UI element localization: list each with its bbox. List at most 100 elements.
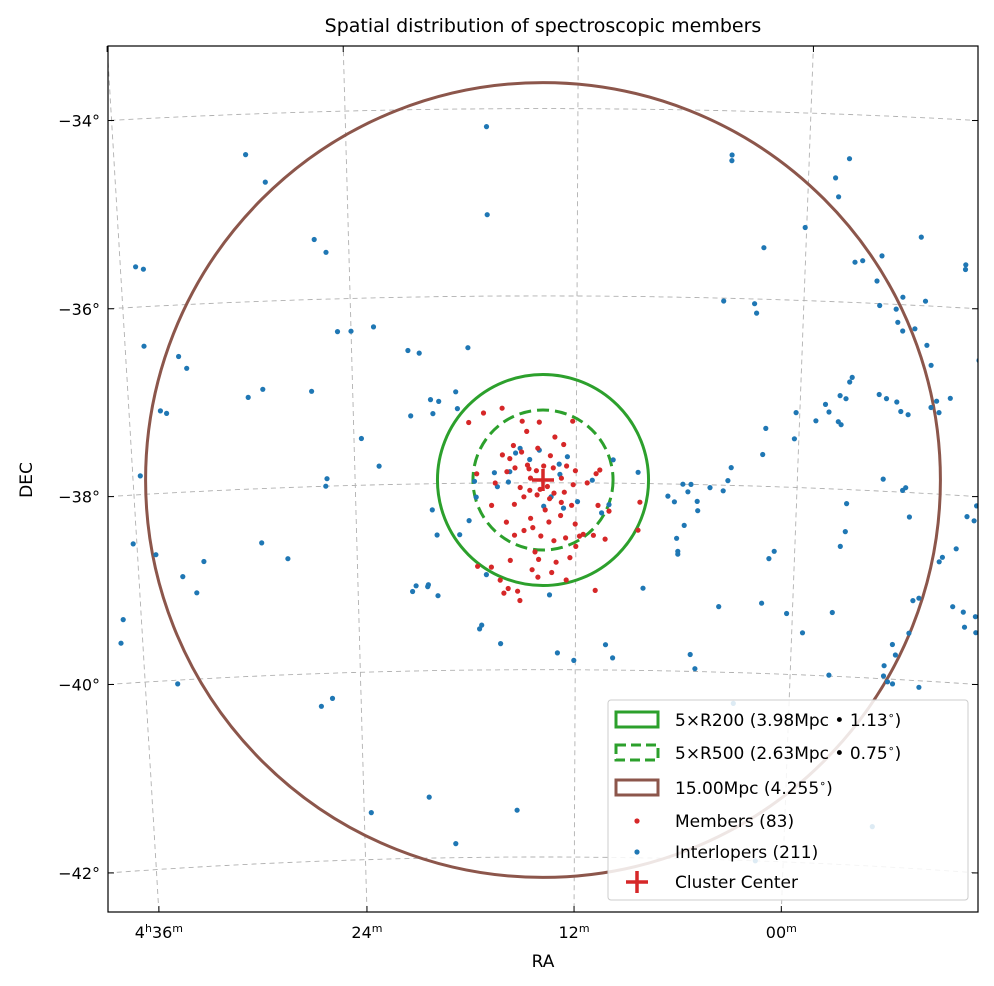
member-point [552, 434, 558, 440]
interloper-point [674, 535, 680, 541]
interloper-point [118, 640, 124, 646]
ra-gridline [573, 46, 579, 912]
interloper-point [479, 622, 485, 628]
interloper-point [883, 396, 890, 402]
interloper-point [928, 404, 934, 411]
interloper-point [687, 651, 693, 658]
member-point [492, 480, 498, 486]
interloper-point [140, 266, 146, 272]
interloper-point [900, 487, 906, 493]
member-point [526, 466, 532, 472]
member-point [580, 531, 586, 537]
legend-swatch [614, 778, 660, 797]
interloper-point [822, 401, 829, 407]
interloper-point [766, 556, 772, 562]
member-point [536, 556, 542, 563]
interloper-point [483, 124, 490, 130]
interloper-point [348, 328, 354, 334]
interloper-point [922, 298, 929, 304]
dec-gridline [108, 482, 978, 498]
member-point [474, 471, 480, 477]
y-tick-label: −34° [58, 112, 100, 131]
member-point [595, 502, 601, 508]
interloper-point [947, 395, 953, 401]
interloper-point [453, 389, 459, 395]
member-point [570, 418, 576, 424]
interloper-point [285, 556, 291, 562]
interloper-point [405, 347, 411, 354]
interloper-point [763, 425, 769, 431]
interloper-point [837, 393, 843, 399]
interloper-point [606, 502, 612, 508]
legend-swatch [614, 710, 660, 729]
interloper-point [610, 457, 616, 463]
interloper-point [408, 413, 414, 419]
legend-interloper-dot [634, 849, 640, 855]
interloper-point [813, 418, 819, 424]
interloper-point [688, 481, 694, 487]
legend-box [607, 699, 969, 901]
interloper-point [894, 399, 900, 405]
interloper-point [262, 179, 268, 185]
legend-label: Interlopers (211) [675, 843, 818, 863]
member-point [480, 410, 487, 416]
member-point [517, 597, 523, 604]
interloper-point [847, 379, 853, 385]
interloper-point [900, 328, 906, 334]
member-point [507, 456, 513, 462]
interloper-point [556, 461, 562, 467]
member-point [524, 428, 530, 434]
interloper-point [784, 610, 790, 617]
x-tick-label: 24m [351, 922, 382, 942]
member-point [528, 515, 534, 521]
member-point [532, 549, 538, 555]
interloper-point [877, 302, 883, 309]
interloper-point [761, 245, 767, 251]
interloper-point [906, 630, 912, 636]
member-point [549, 569, 555, 576]
interloper-point [802, 224, 808, 231]
member-point [530, 525, 536, 531]
interloper-point [752, 301, 758, 307]
member-point [499, 405, 505, 411]
member-point [533, 468, 540, 474]
interloper-point [137, 473, 143, 479]
interloper-point [599, 510, 605, 516]
interloper-point [793, 410, 799, 416]
interloper-point [436, 398, 442, 404]
interloper-point [505, 479, 511, 485]
interloper-point [86, 417, 91, 422]
member-point [511, 501, 517, 507]
interloper-point [546, 592, 553, 598]
interloper-point [879, 253, 885, 259]
member-point [521, 494, 527, 500]
interloper-point [972, 614, 978, 620]
interloper-point [180, 574, 186, 580]
interloper-point [671, 499, 678, 505]
interloper-point [477, 626, 483, 632]
interloper-point [50, 289, 55, 294]
legend-swatch [614, 743, 660, 762]
member-point [637, 499, 643, 505]
interloper-point [498, 641, 504, 647]
x-axis-label: RA [532, 952, 555, 972]
interloper-point [874, 278, 880, 284]
member-point [592, 587, 598, 594]
interloper-point [133, 264, 139, 270]
interloper-point [176, 353, 182, 360]
interloper-point [846, 156, 853, 162]
interloper-point [100, 408, 105, 413]
interloper-point [898, 408, 904, 415]
interloper-point [153, 552, 159, 558]
interloper-point [759, 600, 765, 606]
interloper-point [434, 532, 440, 538]
chart-title: Spatial distribution of spectroscopic me… [325, 15, 762, 37]
member-point [547, 453, 554, 459]
interloper-point [413, 583, 419, 589]
member-point [584, 480, 590, 486]
interloper-point [910, 598, 916, 604]
member-point [538, 533, 544, 539]
interloper-point [358, 435, 364, 442]
interloper-point [838, 422, 844, 428]
interloper-point [164, 410, 170, 416]
